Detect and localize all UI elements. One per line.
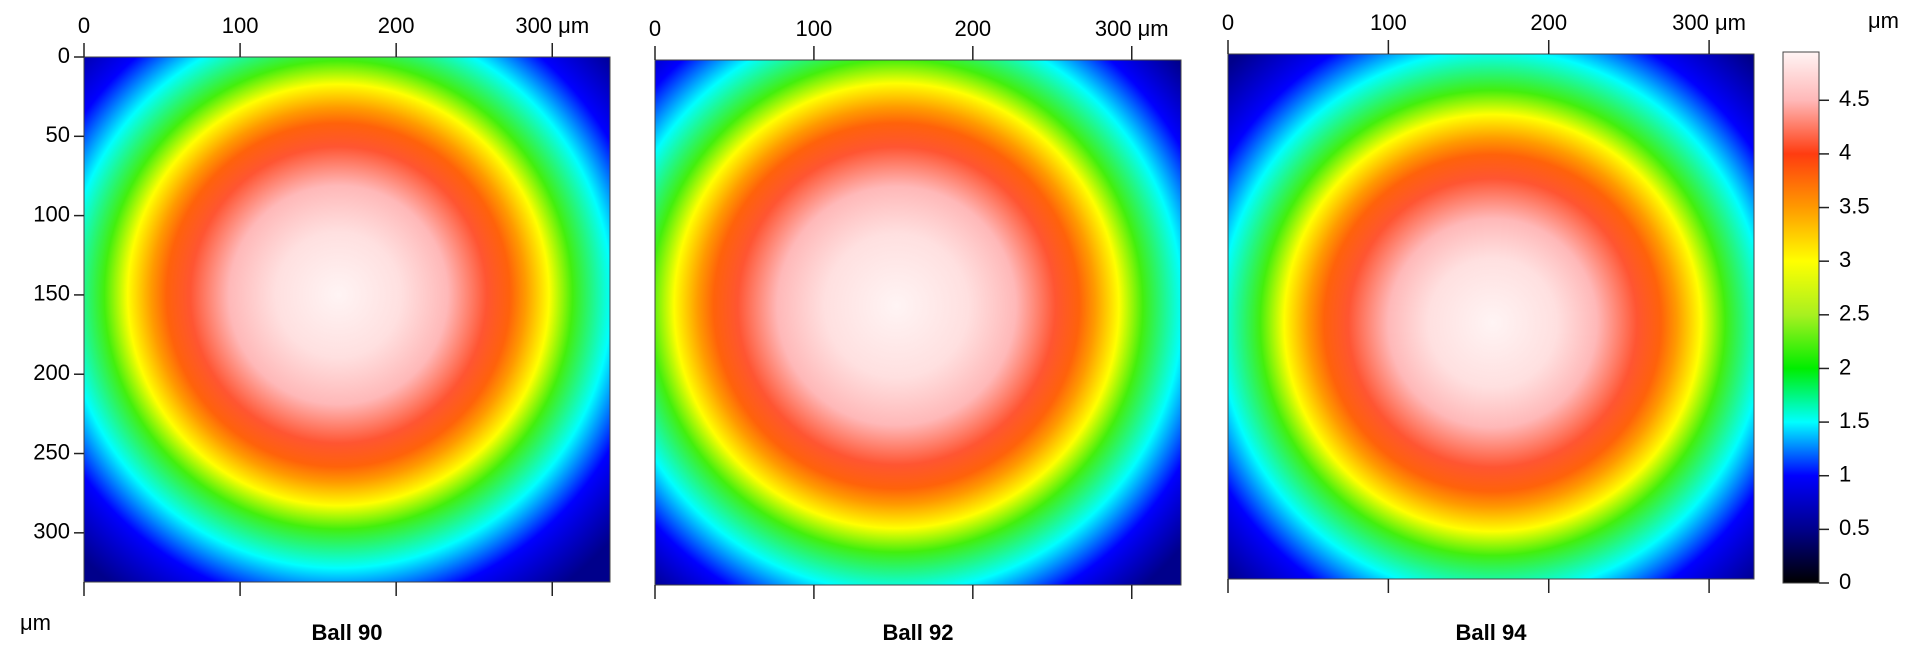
y-tick-label: 300	[33, 519, 70, 544]
x-tick-label: 300 μm	[1095, 16, 1169, 41]
y-tick-label: 100	[33, 201, 70, 226]
x-tick-label: 100	[222, 13, 259, 38]
x-tick-label: 300 μm	[1672, 10, 1746, 35]
y-tick-label: 250	[33, 439, 70, 464]
frame	[1227, 53, 1755, 580]
colorbar-tick-label: 4.5	[1839, 86, 1870, 111]
panel-title: Ball 90	[312, 620, 383, 645]
x-tick-label: 200	[954, 16, 991, 41]
frame	[83, 56, 611, 583]
x-tick-label: 0	[649, 16, 661, 41]
x-tick-label: 0	[1222, 10, 1234, 35]
x-tick-label: 100	[796, 16, 833, 41]
x-tick-label: 0	[78, 13, 90, 38]
colorbar-tick-label: 3	[1839, 247, 1851, 272]
y-tick-label: 50	[46, 122, 70, 147]
height-map	[655, 60, 1181, 585]
x-tick-label: 100	[1370, 10, 1407, 35]
height-map	[84, 57, 610, 582]
colorbar-tick-label: 0	[1839, 569, 1851, 594]
panel-title: Ball 94	[1456, 620, 1528, 645]
colorbar-tick-label: 0.5	[1839, 515, 1870, 540]
colorbar-tick-label: 1.5	[1839, 408, 1870, 433]
y-tick-label: 0	[58, 43, 70, 68]
colorbar-title: μm	[1868, 8, 1899, 33]
x-tick-label: 200	[378, 13, 415, 38]
colorbar-tick-label: 2.5	[1839, 301, 1870, 326]
colorbar-tick-label: 3.5	[1839, 193, 1870, 218]
frame	[654, 59, 1182, 586]
colorbar	[1782, 51, 1820, 584]
panel-title: Ball 92	[883, 620, 954, 645]
height-map	[1228, 54, 1754, 579]
colorbar-tick-label: 2	[1839, 354, 1851, 379]
x-tick-label: 300 μm	[515, 13, 589, 38]
y-tick-label: 150	[33, 281, 70, 306]
y-unit-label: μm	[20, 610, 51, 635]
colorbar-tick-label: 1	[1839, 462, 1851, 487]
y-tick-label: 200	[33, 360, 70, 385]
colorbar-tick-label: 4	[1839, 140, 1851, 165]
x-tick-label: 200	[1530, 10, 1567, 35]
